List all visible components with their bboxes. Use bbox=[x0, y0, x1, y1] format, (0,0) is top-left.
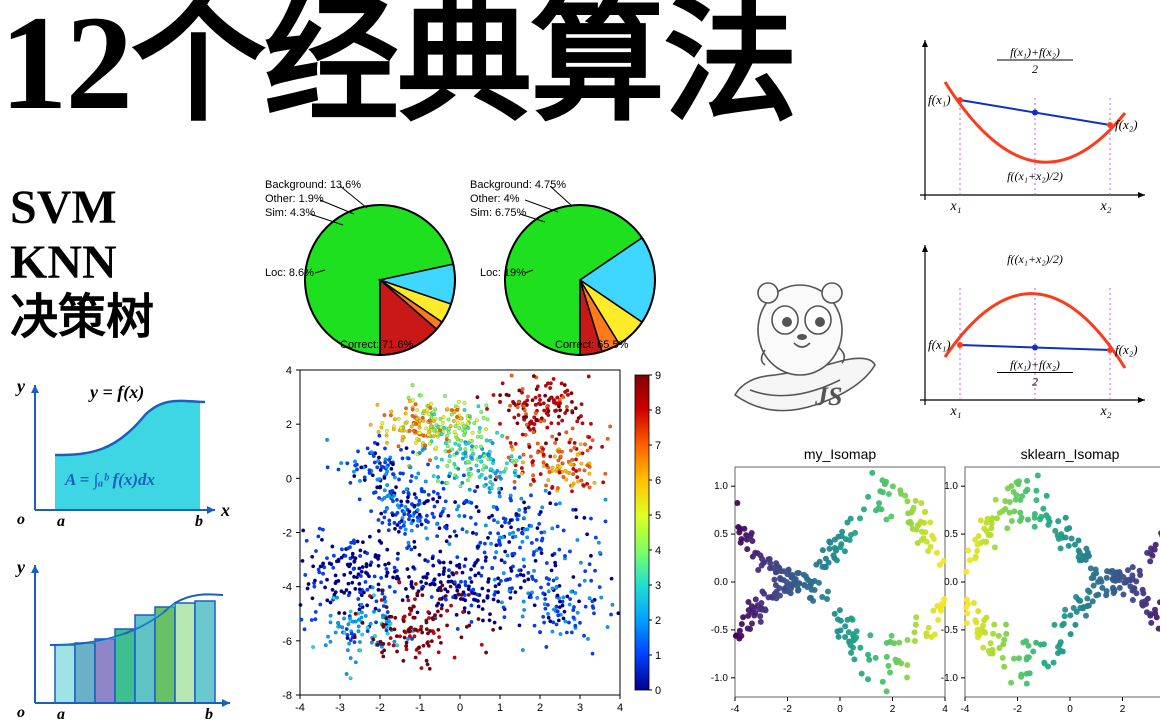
svg-text:2: 2 bbox=[1120, 704, 1126, 715]
svg-text:x: x bbox=[234, 693, 235, 713]
page-title: 12个经典算法 bbox=[0, 0, 796, 139]
svg-text:0: 0 bbox=[655, 685, 661, 697]
svg-text:0.5: 0.5 bbox=[944, 529, 958, 540]
svg-text:b: b bbox=[195, 513, 203, 530]
convex-function-diagram: x₁ x₂ f(x₁) f(x₂) f(x₁)+f(x₂) 2 f((x₁+x₂)/2) bbox=[895, 30, 1155, 220]
svg-text:7: 7 bbox=[655, 440, 661, 452]
svg-text:my_Isomap: my_Isomap bbox=[804, 446, 877, 462]
svg-text:x₁: x₁ bbox=[949, 404, 961, 419]
svg-text:-2: -2 bbox=[1013, 704, 1022, 715]
svg-text:-4: -4 bbox=[282, 582, 292, 594]
svg-text:3: 3 bbox=[655, 580, 661, 592]
svg-text:o: o bbox=[17, 704, 25, 720]
svg-text:9: 9 bbox=[655, 370, 661, 382]
svg-text:-6: -6 bbox=[282, 636, 292, 648]
svg-text:0.0: 0.0 bbox=[944, 577, 958, 588]
svg-text:f(x₂): f(x₂) bbox=[1115, 342, 1138, 357]
svg-text:-0.5: -0.5 bbox=[711, 625, 729, 636]
svg-text:-1.0: -1.0 bbox=[711, 673, 729, 684]
svg-text:2: 2 bbox=[1032, 62, 1038, 76]
svg-text:Background: 4.75%: Background: 4.75% bbox=[470, 179, 566, 191]
svg-text:x₂: x₂ bbox=[1099, 199, 1111, 214]
svg-text:1: 1 bbox=[497, 702, 503, 714]
svg-text:x₁: x₁ bbox=[949, 199, 961, 214]
svg-text:f((x₁+x₂)/2): f((x₁+x₂)/2) bbox=[1007, 252, 1063, 266]
svg-text:-2: -2 bbox=[783, 704, 792, 715]
isomap-comparison: my_Isomap -4 -2 0 2 4 -1.0 -0.5 0.0 0.5 1.0 sklearn… bbox=[700, 445, 1160, 720]
algo-item: 决策树 bbox=[10, 290, 154, 345]
algo-item: SVM bbox=[10, 180, 154, 235]
svg-text:Sim: 6.75%: Sim: 6.75% bbox=[470, 207, 526, 219]
algo-item: KNN bbox=[10, 235, 154, 290]
svg-text:x₂: x₂ bbox=[1099, 404, 1111, 419]
svg-text:4: 4 bbox=[617, 702, 623, 714]
svg-text:2: 2 bbox=[655, 615, 661, 627]
svg-text:1.0: 1.0 bbox=[944, 481, 958, 492]
svg-text:a: a bbox=[57, 513, 65, 530]
svg-text:0: 0 bbox=[837, 704, 843, 715]
svg-text:2: 2 bbox=[537, 702, 543, 714]
svg-text:0: 0 bbox=[1067, 704, 1073, 715]
svg-text:Loc: 8.6%: Loc: 8.6% bbox=[265, 267, 314, 279]
svg-text:a: a bbox=[57, 706, 65, 720]
svg-text:6: 6 bbox=[655, 475, 661, 487]
svg-text:A = ∫ₐᵇ f(x)dx: A = ∫ₐᵇ f(x)dx bbox=[64, 470, 155, 490]
svg-text:y: y bbox=[15, 376, 26, 396]
algorithm-list: SVM KNN 决策树 bbox=[10, 180, 154, 346]
svg-text:-3: -3 bbox=[335, 702, 345, 714]
svg-text:-4: -4 bbox=[961, 704, 970, 715]
svg-text:x: x bbox=[220, 500, 230, 520]
svg-text:1.0: 1.0 bbox=[714, 481, 728, 492]
svg-text:-0.5: -0.5 bbox=[941, 625, 959, 636]
svg-text:b: b bbox=[205, 706, 213, 720]
pie-chart-pair: Background: 13.6% Other: 1.9% Sim: 4.3% Loc… bbox=[245, 170, 675, 360]
svg-text:4: 4 bbox=[286, 365, 292, 377]
svg-text:-8: -8 bbox=[282, 690, 292, 702]
svg-text:-2: -2 bbox=[375, 702, 385, 714]
svg-text:f(x₁)+f(x₂): f(x₁)+f(x₂) bbox=[1010, 358, 1060, 372]
svg-text:f((x₁+x₂)/2): f((x₁+x₂)/2) bbox=[1007, 169, 1063, 183]
svg-text:0.0: 0.0 bbox=[714, 577, 728, 588]
integral-area-diagram: x y o a b y = f(x) A = ∫ₐᵇ f(x)dx bbox=[5, 370, 235, 530]
svg-text:Other: 4%: Other: 4% bbox=[470, 193, 520, 205]
svg-text:0.5: 0.5 bbox=[714, 529, 728, 540]
svg-text:1: 1 bbox=[655, 650, 661, 662]
svg-text:0: 0 bbox=[286, 473, 292, 485]
svg-text:2: 2 bbox=[890, 704, 896, 715]
gopher-js-sketch: JS bbox=[720, 265, 885, 420]
svg-text:Correct: 65.5%: Correct: 65.5% bbox=[555, 339, 629, 351]
svg-text:3: 3 bbox=[577, 702, 583, 714]
svg-text:-4: -4 bbox=[295, 702, 305, 714]
svg-text:Loc: 19%: Loc: 19% bbox=[480, 267, 526, 279]
svg-text:f(x₁): f(x₁) bbox=[928, 337, 951, 352]
svg-text:-4: -4 bbox=[731, 704, 740, 715]
svg-text:o: o bbox=[17, 511, 25, 528]
svg-text:-1: -1 bbox=[415, 702, 425, 714]
concave-function-diagram: x₁ x₂ f(x₁) f(x₂) f((x₁+x₂)/2) f(x₁)+f(x₂) 2 bbox=[895, 235, 1155, 425]
svg-text:f(x₁)+f(x₂): f(x₁)+f(x₂) bbox=[1010, 45, 1060, 59]
svg-text:y: y bbox=[15, 557, 26, 577]
svg-text:0: 0 bbox=[457, 702, 463, 714]
svg-text:-1.0: -1.0 bbox=[941, 673, 959, 684]
svg-text:y = f(x): y = f(x) bbox=[88, 382, 144, 403]
svg-text:Background: 13.6%: Background: 13.6% bbox=[265, 179, 361, 191]
svg-text:sklearn_Isomap: sklearn_Isomap bbox=[1021, 446, 1120, 462]
svg-text:Other: 1.9%: Other: 1.9% bbox=[265, 193, 324, 205]
svg-text:2: 2 bbox=[286, 419, 292, 431]
svg-text:f(x₂): f(x₂) bbox=[1115, 117, 1138, 132]
riemann-sum-diagram: x y o a b bbox=[5, 555, 235, 720]
svg-text:f(x₁): f(x₁) bbox=[928, 92, 951, 107]
svg-text:2: 2 bbox=[1032, 375, 1038, 389]
svg-text:5: 5 bbox=[655, 510, 661, 522]
svg-text:8: 8 bbox=[655, 405, 661, 417]
svg-text:Sim: 4.3%: Sim: 4.3% bbox=[265, 207, 315, 219]
cluster-scatter-plot: -4 -3 -2 -1 0 1 2 3 4 -8 -6 -4 -2 0 2 4 0 1 2 3 4 5 6 7 8 9 bbox=[260, 360, 680, 720]
svg-text:-2: -2 bbox=[282, 528, 292, 540]
svg-text:4: 4 bbox=[655, 545, 661, 557]
svg-text:Correct: 71.6%: Correct: 71.6% bbox=[340, 339, 414, 351]
svg-text:4: 4 bbox=[942, 704, 948, 715]
svg-text:JS: JS bbox=[814, 382, 842, 411]
